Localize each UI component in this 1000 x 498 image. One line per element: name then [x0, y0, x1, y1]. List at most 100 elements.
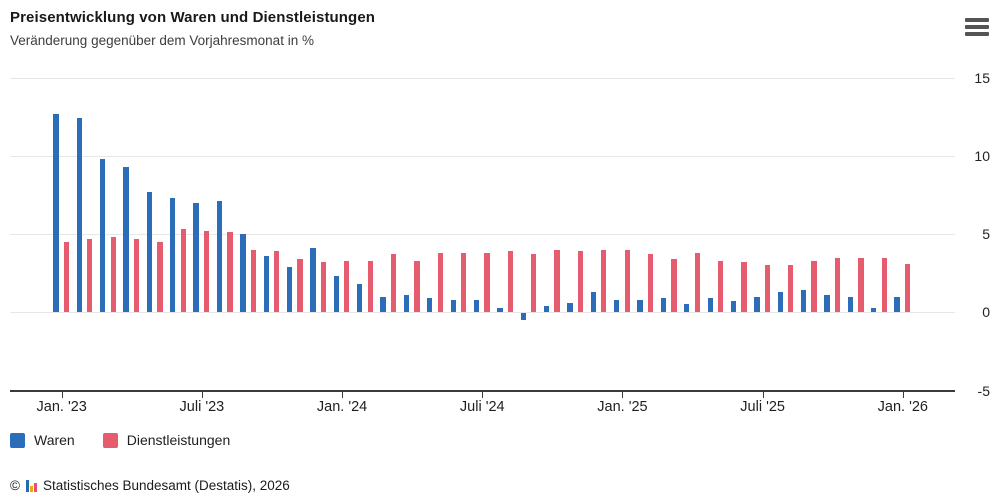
bar-dienstleistungen[interactable] [344, 260, 350, 313]
bar-waren[interactable] [403, 295, 410, 313]
y-axis-label: 5 [982, 226, 990, 243]
gridline-15 [10, 77, 955, 79]
bar-dienstleistungen[interactable] [274, 251, 280, 313]
bar-dienstleistungen[interactable] [858, 257, 864, 313]
bar-waren[interactable] [100, 158, 106, 313]
legend: Waren Dienstleistungen [10, 432, 230, 448]
bar-dienstleistungen[interactable] [87, 238, 93, 313]
bar-waren[interactable] [824, 295, 830, 313]
bar-waren[interactable] [146, 191, 153, 313]
x-axis-tick [201, 392, 203, 398]
bar-dienstleistungen[interactable] [461, 252, 467, 313]
bar-dienstleistungen[interactable] [624, 249, 630, 313]
y-axis-label: 10 [974, 147, 990, 164]
bar-dienstleistungen[interactable] [507, 251, 514, 313]
bar-dienstleistungen[interactable] [834, 257, 841, 313]
bar-dienstleistungen[interactable] [601, 249, 607, 313]
legend-item-waren[interactable]: Waren [10, 432, 75, 448]
bar-dienstleistungen[interactable] [904, 263, 911, 313]
bar-dienstleistungen[interactable] [110, 237, 116, 313]
x-axis-label: Jan. '24 [316, 399, 368, 415]
bar-waren[interactable] [567, 302, 573, 313]
bar-dienstleistungen[interactable] [320, 262, 327, 313]
bar-waren[interactable] [216, 201, 223, 313]
context-menu-button[interactable] [964, 17, 990, 40]
bar-dienstleistungen[interactable] [157, 241, 163, 313]
x-axis-tick [61, 392, 63, 398]
bar-dienstleistungen[interactable] [764, 265, 771, 313]
bar-dienstleistungen[interactable] [718, 260, 724, 313]
bar-waren[interactable] [590, 291, 596, 313]
chart-subtitle: Veränderung gegenüber dem Vorjahresmonat… [10, 33, 314, 48]
bar-waren[interactable] [286, 266, 293, 313]
bar-waren[interactable] [730, 301, 737, 313]
x-axis-label: Juli '24 [459, 399, 505, 415]
bar-waren[interactable] [800, 290, 807, 313]
bar-dienstleistungen[interactable] [554, 249, 560, 313]
bar-waren[interactable] [473, 299, 480, 313]
chart-title: Preisentwicklung von Waren und Dienstlei… [10, 9, 376, 26]
bar-waren[interactable] [847, 296, 853, 313]
source-text: Statistisches Bundesamt (Destatis), 2026 [42, 478, 290, 493]
bar-dienstleistungen[interactable] [577, 251, 584, 313]
bar-waren[interactable] [310, 248, 316, 313]
bar-waren[interactable] [754, 296, 760, 313]
bar-dienstleistungen[interactable] [531, 254, 537, 313]
legend-item-dienstleistungen[interactable]: Dienstleistungen [102, 432, 231, 448]
bar-waren[interactable] [123, 166, 129, 313]
bar-dienstleistungen[interactable] [203, 230, 210, 313]
bar-dienstleistungen[interactable] [180, 229, 186, 313]
bar-dienstleistungen[interactable] [227, 232, 233, 313]
legend-swatch-waren [10, 432, 25, 448]
x-axis-line [10, 390, 955, 392]
bar-waren[interactable] [170, 198, 176, 313]
bar-waren[interactable] [450, 299, 456, 313]
bar-waren[interactable] [684, 304, 690, 313]
bar-waren[interactable] [871, 307, 877, 313]
x-axis-tick [762, 392, 764, 398]
bar-waren[interactable] [637, 299, 643, 313]
bar-waren[interactable] [777, 291, 783, 313]
bar-waren[interactable] [427, 298, 433, 313]
y-axis-label: 15 [974, 69, 990, 86]
bar-waren[interactable] [660, 298, 667, 313]
destatis-mini-barchart-icon [25, 479, 37, 492]
bar-waren[interactable] [263, 255, 269, 313]
hamburger-icon [964, 18, 990, 36]
bar-dienstleistungen[interactable] [788, 265, 794, 313]
bar-dienstleistungen[interactable] [414, 260, 420, 313]
bar-waren[interactable] [53, 113, 59, 313]
copyright-symbol: © [10, 478, 20, 493]
bar-waren[interactable] [240, 234, 246, 313]
bar-dienstleistungen[interactable] [694, 252, 700, 313]
bar-waren[interactable] [193, 202, 199, 313]
y-axis-label: 0 [982, 304, 990, 321]
x-axis-label: Juli '23 [179, 399, 225, 415]
bar-waren[interactable] [76, 118, 82, 313]
bar-dienstleistungen[interactable] [881, 257, 887, 313]
bar-waren[interactable] [520, 313, 526, 320]
bar-dienstleistungen[interactable] [250, 249, 257, 313]
bar-waren[interactable] [707, 298, 713, 313]
bar-dienstleistungen[interactable] [297, 259, 303, 313]
legend-label: Dienstleistungen [126, 432, 231, 448]
bar-dienstleistungen[interactable] [133, 238, 140, 313]
bar-dienstleistungen[interactable] [437, 252, 443, 313]
bar-waren[interactable] [543, 306, 550, 313]
bar-dienstleistungen[interactable] [484, 252, 490, 313]
bar-waren[interactable] [380, 296, 386, 313]
x-axis-tick [482, 392, 484, 398]
bar-dienstleistungen[interactable] [63, 241, 70, 313]
bar-dienstleistungen[interactable] [741, 262, 747, 313]
bar-dienstleistungen[interactable] [367, 260, 373, 313]
bar-waren[interactable] [357, 284, 363, 313]
bar-dienstleistungen[interactable] [390, 254, 397, 313]
bar-dienstleistungen[interactable] [647, 254, 654, 313]
bar-waren[interactable] [333, 276, 339, 313]
bar-dienstleistungen[interactable] [671, 259, 677, 313]
bar-dienstleistungen[interactable] [811, 260, 817, 313]
bar-waren[interactable] [497, 307, 503, 313]
bar-waren[interactable] [894, 296, 900, 313]
bar-waren[interactable] [614, 299, 620, 313]
